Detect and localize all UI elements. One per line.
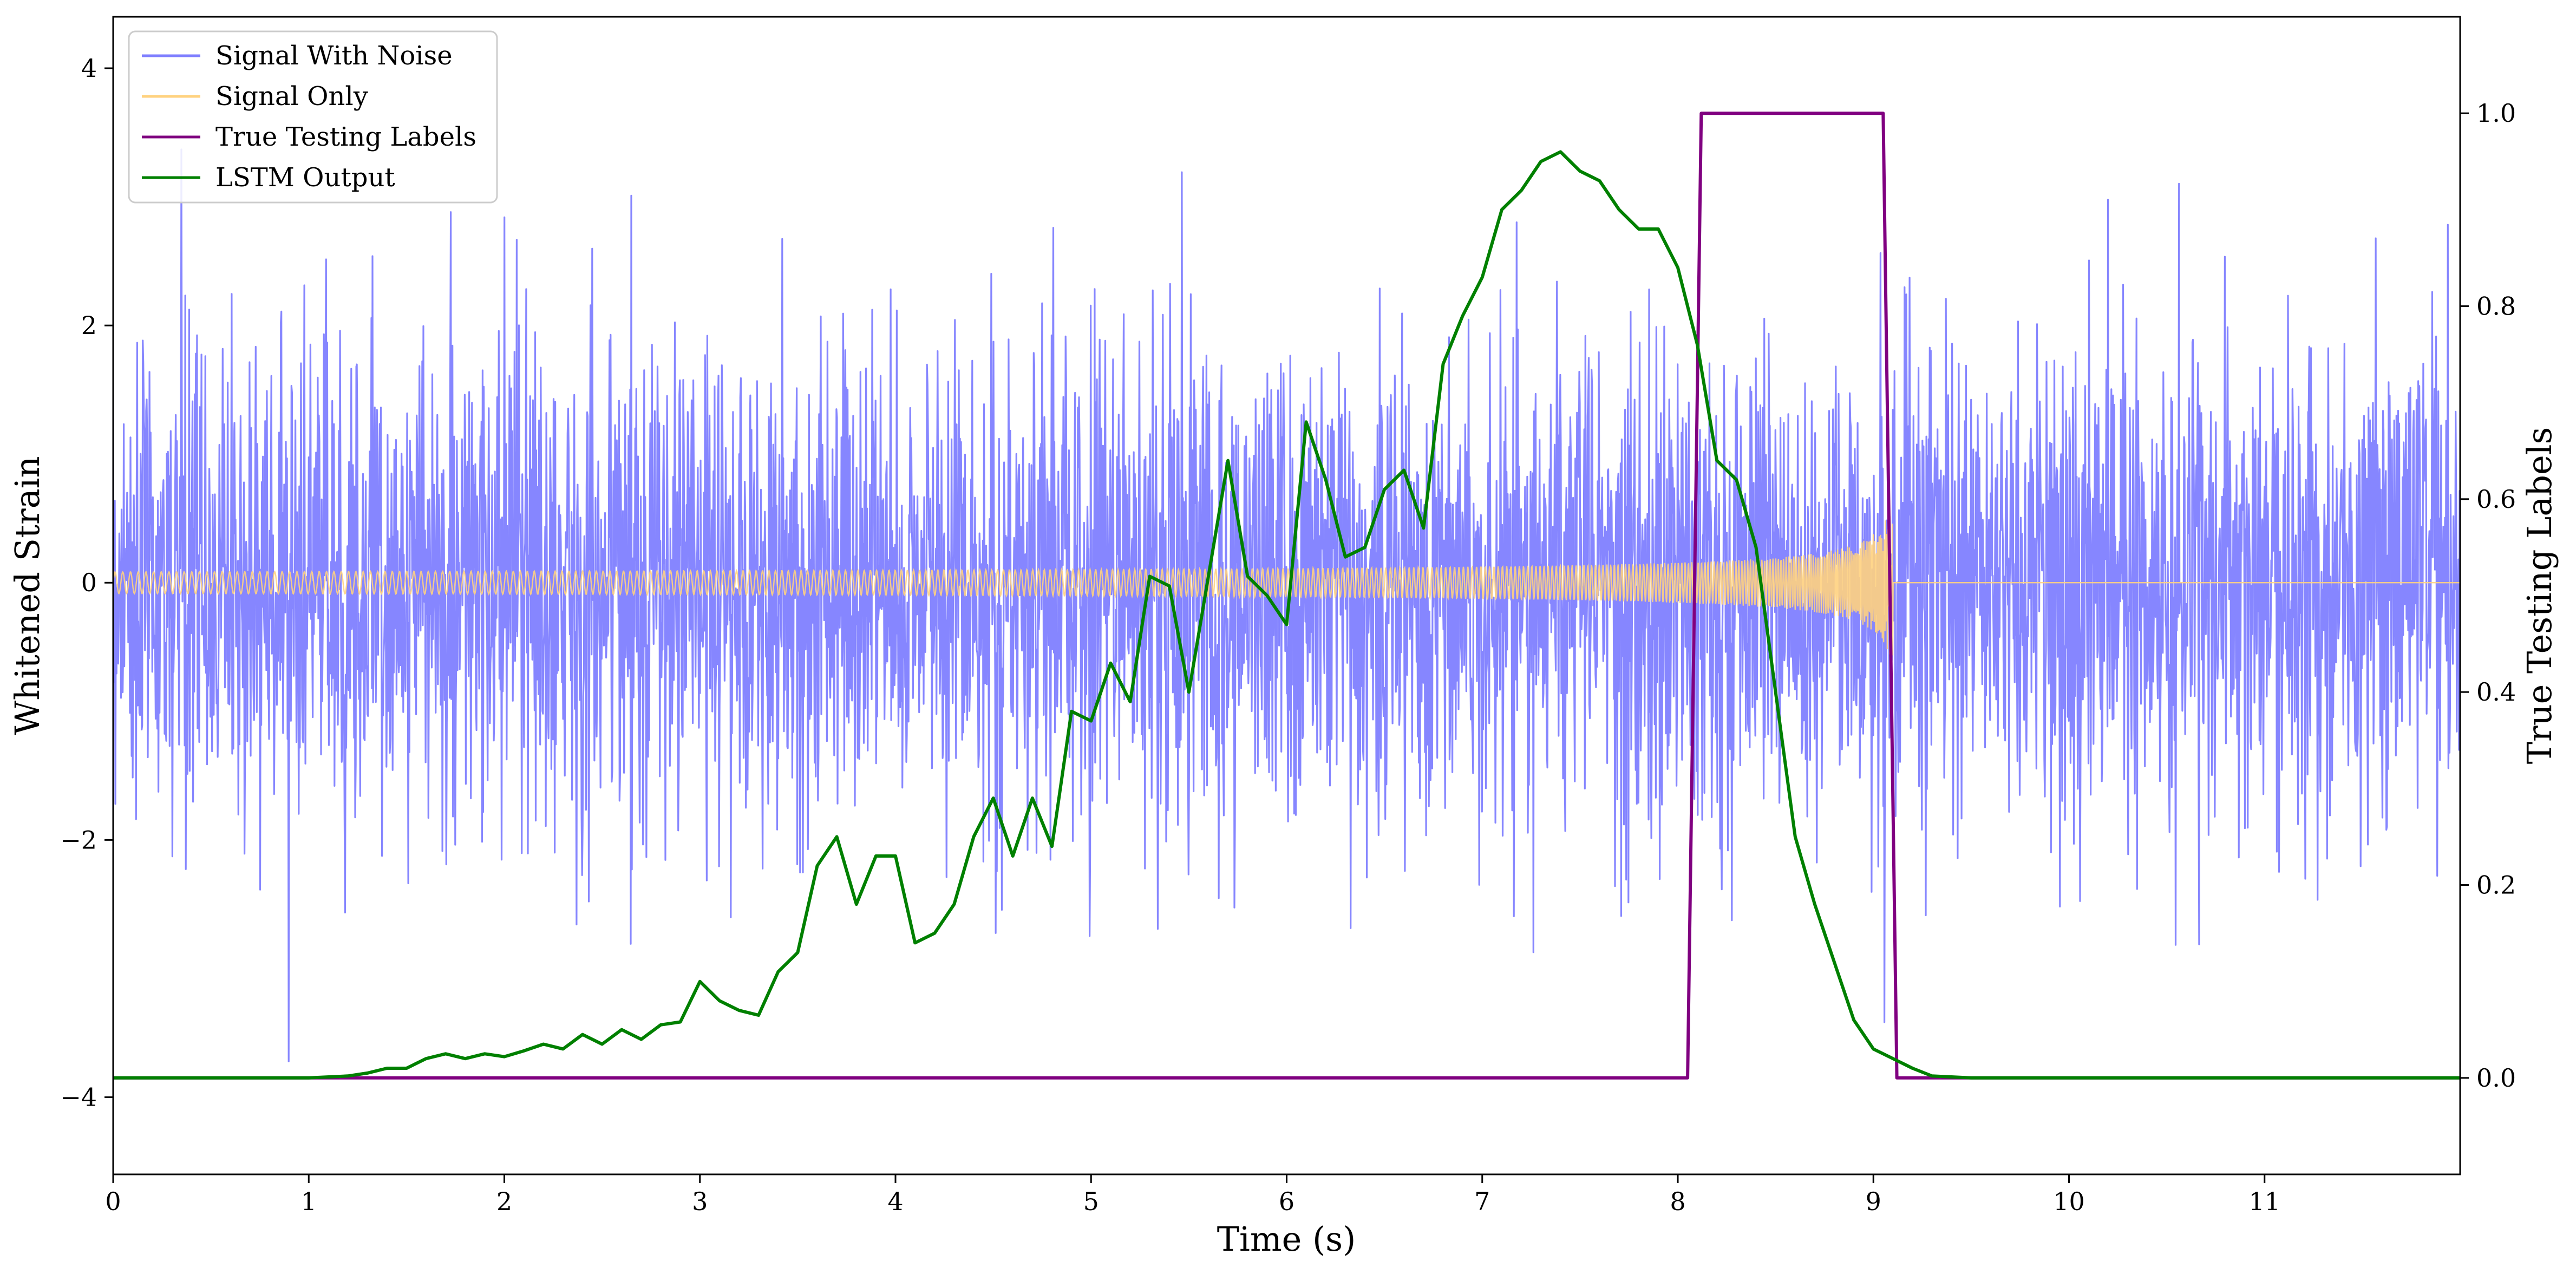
- x-tick-label: 4: [887, 1187, 903, 1216]
- y-right-tick-label: 0.4: [2476, 677, 2516, 707]
- x-tick-label: 6: [1279, 1187, 1294, 1216]
- lstm-output-series: [113, 150, 2460, 1080]
- y-right-tick-label: 0.0: [2476, 1063, 2516, 1093]
- y-axis-left-ticks: −4 −2 0 2 4: [60, 54, 113, 1112]
- y-right-tick-label: 0.6: [2476, 485, 2516, 514]
- legend-label-true-testing-labels: True Testing Labels: [215, 122, 476, 152]
- y-axis-right-ticks: 0.0 0.2 0.4 0.6 0.8 1.0: [2460, 99, 2516, 1093]
- signal-only-line: [113, 516, 2460, 656]
- x-tick-label: 3: [692, 1187, 708, 1216]
- y-right-tick-label: 1.0: [2476, 99, 2516, 128]
- y-right-tick-label: 0.8: [2476, 292, 2516, 321]
- signal-only-series: [113, 516, 2460, 656]
- x-tick-label: 9: [1866, 1187, 1881, 1216]
- y-axis-right-label: True Testing Labels: [2520, 427, 2559, 765]
- y-axis-left-label: Whitened Strain: [8, 456, 47, 735]
- x-tick-label: 1: [301, 1187, 317, 1216]
- x-tick-label: 7: [1474, 1187, 1490, 1216]
- x-tick-label: 5: [1083, 1187, 1099, 1216]
- legend-label-signal-only: Signal Only: [215, 81, 368, 112]
- legend: Signal With Noise Signal Only True Testi…: [128, 30, 498, 204]
- y-left-tick-label: −2: [60, 825, 97, 854]
- x-axis-label: Time (s): [1217, 1219, 1356, 1259]
- lstm-output-line: [113, 150, 2460, 1080]
- signal-with-noise-series: [113, 148, 2460, 1062]
- x-tick-label: 11: [2248, 1187, 2280, 1216]
- x-axis-ticks: 0 1 2 3 4 5 6 7 8 9 10 11: [105, 1174, 2280, 1216]
- x-tick-label: 10: [2053, 1187, 2085, 1216]
- y-left-tick-label: 4: [81, 54, 97, 83]
- y-left-tick-label: −4: [60, 1082, 97, 1112]
- x-tick-label: 8: [1670, 1187, 1685, 1216]
- legend-box: [128, 30, 498, 204]
- legend-label-signal-with-noise: Signal With Noise: [215, 41, 453, 71]
- y-left-tick-label: 2: [81, 311, 97, 340]
- y-left-tick-label: 0: [81, 568, 97, 597]
- signal-with-noise-line: [113, 148, 2460, 1062]
- x-tick-label: 0: [105, 1187, 121, 1216]
- y-right-tick-label: 0.2: [2476, 871, 2516, 900]
- legend-label-lstm-output: LSTM Output: [215, 162, 395, 193]
- x-tick-label: 2: [496, 1187, 512, 1216]
